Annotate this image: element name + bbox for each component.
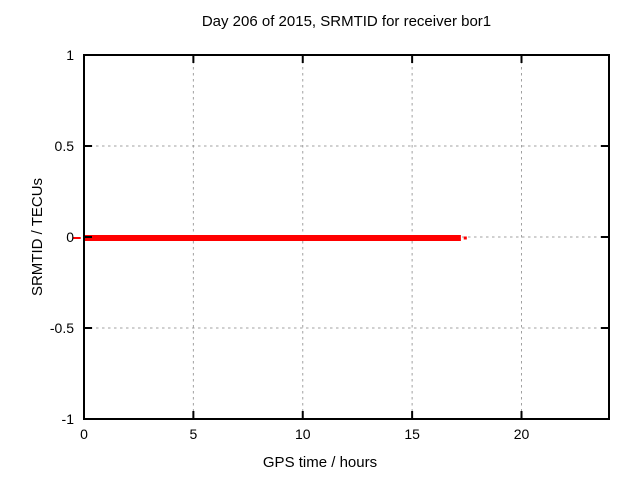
x-axis-label: GPS time / hours — [262, 454, 378, 471]
chart-title: Day 206 of 2015, SRMTID for receiver bor… — [201, 13, 492, 30]
x-tick-label: 10 — [295, 426, 311, 442]
x-tick-label: 20 — [514, 426, 530, 442]
x-tick-label: 15 — [404, 426, 420, 442]
y-tick-label: -1 — [62, 411, 75, 427]
plot-border — [83, 54, 610, 420]
y-tick-label: 0.5 — [55, 138, 75, 154]
x-tick-label: 5 — [189, 426, 197, 442]
x-tick-label: 0 — [80, 426, 88, 442]
y-tick-label: 1 — [66, 47, 74, 63]
y-tick-label: -0.5 — [50, 320, 74, 336]
y-tick-label: 0 — [66, 229, 74, 245]
